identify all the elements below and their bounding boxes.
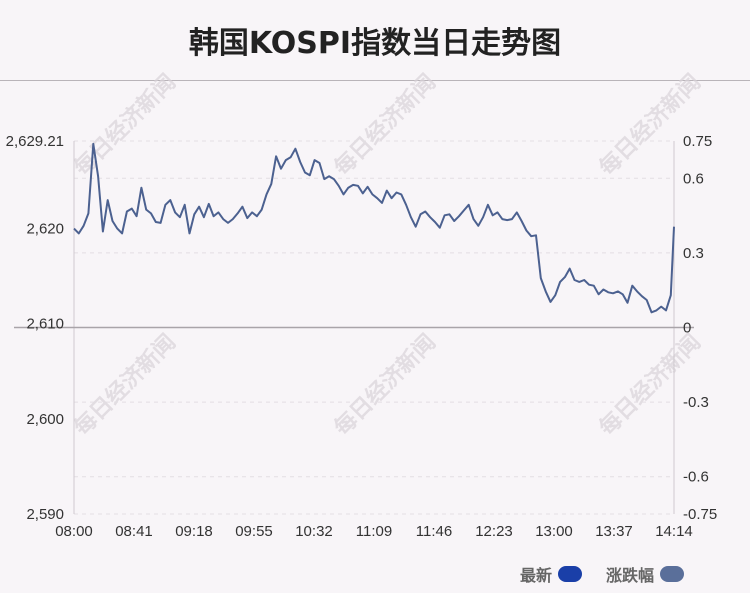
x-tick-label: 08:41 xyxy=(115,523,153,540)
watermark-text: 每日经济新闻 xyxy=(594,329,706,441)
watermark-text: 每日经济新闻 xyxy=(594,69,706,181)
legend-change-label: 涨跌幅 xyxy=(605,566,654,585)
chart-axes xyxy=(14,141,694,514)
x-axis-ticks: 08:00 08:41 09:18 09:55 10:32 11:09 11:46 12:23… xyxy=(55,523,693,540)
watermark-text: 每日经济新闻 xyxy=(69,329,181,441)
x-tick-label: 13:00 xyxy=(535,523,573,540)
watermark-text: 每日经济新闻 xyxy=(329,69,441,181)
x-tick-label: 10:32 xyxy=(295,523,333,540)
x-tick-label: 08:00 xyxy=(55,523,93,540)
right-tick-label: 0.3 xyxy=(683,245,704,262)
x-tick-label: 11:46 xyxy=(416,523,452,540)
right-tick-label: -0.6 xyxy=(683,469,709,486)
x-tick-label: 14:14 xyxy=(655,523,693,540)
chart-title: 韩国KOSPI指数当日走势图 xyxy=(188,26,562,61)
right-tick-label: 0.6 xyxy=(683,170,704,187)
x-tick-label: 09:18 xyxy=(175,523,213,540)
right-tick-label: -0.3 xyxy=(683,394,709,411)
legend-change-swatch xyxy=(660,566,684,582)
left-axis-ticks: 2,629.21 2,620 2,610 2,600 2,590 xyxy=(6,133,64,523)
right-tick-label: 0.75 xyxy=(683,133,712,150)
kospi-series-line xyxy=(73,142,675,314)
watermark-text: 每日经济新闻 xyxy=(329,329,441,441)
grid-lines xyxy=(74,140,674,515)
left-tick-label: 2,629.21 xyxy=(6,133,64,150)
watermark-text: 每日经济新闻 xyxy=(69,69,181,181)
left-tick-label: 2,620 xyxy=(26,221,64,238)
left-tick-label: 2,600 xyxy=(26,411,64,428)
x-tick-label: 09:55 xyxy=(235,523,273,540)
left-tick-label: 2,610 xyxy=(26,316,64,333)
header-divider xyxy=(0,80,750,81)
x-tick-label: 11:09 xyxy=(356,523,392,540)
x-tick-label: 12:23 xyxy=(475,523,513,540)
legend: 最新 涨跌幅 xyxy=(520,562,684,586)
legend-latest-label: 最新 xyxy=(519,566,552,585)
right-tick-label: 0 xyxy=(683,320,691,337)
legend-latest-swatch xyxy=(557,566,582,582)
right-tick-label: -0.75 xyxy=(683,506,717,523)
left-tick-label: 2,590 xyxy=(26,506,64,523)
x-tick-label: 13:37 xyxy=(595,523,633,540)
right-axis-ticks: 0.75 0.6 0.3 0 -0.3 -0.6 -0.75 xyxy=(683,133,717,523)
